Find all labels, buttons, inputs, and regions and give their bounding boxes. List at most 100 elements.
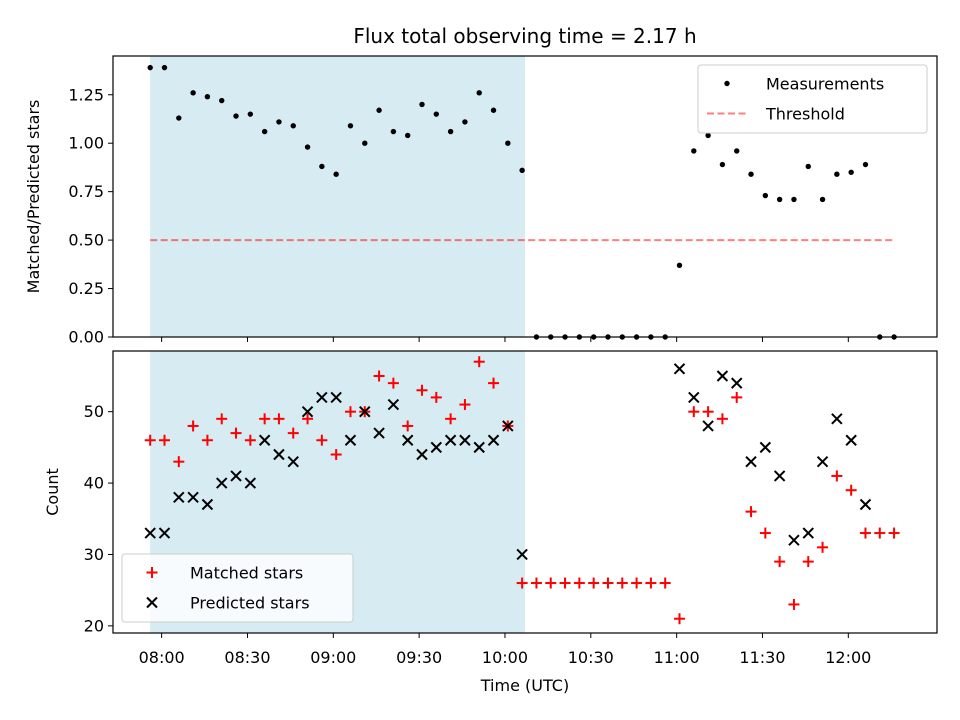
- measurement-point: [376, 107, 382, 113]
- bottom-y-axis-label: Count: [43, 468, 62, 516]
- predicted-star-point: [516, 548, 528, 561]
- matched-star-point: [802, 556, 814, 568]
- bottom-y-tick-label: 50: [84, 402, 104, 421]
- matched-star-point: [402, 420, 414, 432]
- measurement-point: [734, 148, 740, 154]
- x-marker-b: [330, 391, 342, 404]
- predicted-star-point: [502, 420, 514, 432]
- measurement-point: [404, 132, 411, 139]
- legend-predicted-label: Predicted stars: [190, 594, 310, 613]
- x-tick-label: 10:00: [482, 648, 528, 667]
- predicted-star-point: [745, 455, 757, 468]
- top-panel: 0.00 0.25 0.50 0.75 1.00 1.25 Matched/Predict…: [24, 55, 938, 347]
- x-marker-b: [316, 391, 328, 404]
- x-marker-b: [146, 596, 158, 609]
- top-y-tick-label: 0.50: [68, 231, 104, 250]
- matched-star-point: [173, 456, 185, 468]
- measurement-point: [333, 171, 339, 177]
- measurement-point: [462, 119, 468, 125]
- measurement-point: [505, 140, 511, 146]
- x-marker-b: [759, 441, 772, 454]
- bottom-legend-box: [121, 553, 354, 623]
- measurement-point: [791, 196, 797, 203]
- top-x-axis-ticks: [161, 337, 849, 342]
- predicted-star-point: [788, 534, 800, 546]
- matched-star-point: [259, 413, 271, 425]
- predicted-star-point: [473, 441, 485, 454]
- top-y-axis-label: Matched/Predicted stars: [24, 100, 43, 294]
- matched-star-point: [273, 413, 285, 425]
- predicted-star-point: [216, 477, 228, 489]
- measurement-point: [519, 167, 525, 174]
- predicted-star-point: [416, 448, 428, 461]
- x-marker-b: [831, 413, 843, 425]
- predicted-star-point: [387, 398, 400, 411]
- measurement-point: [490, 107, 497, 113]
- legend-matched-label: Matched stars: [190, 564, 303, 583]
- measurement-point: [347, 123, 354, 129]
- matched-star-point: [702, 406, 714, 418]
- measurement-point: [276, 119, 282, 125]
- matched-star-point: [817, 541, 829, 553]
- x-marker-b: [359, 405, 371, 418]
- x-marker-b: [731, 377, 743, 389]
- predicted-star-point: [373, 427, 385, 439]
- measurement-point: [705, 132, 711, 139]
- x-marker-b: [344, 434, 357, 446]
- predicted-star-point: [731, 377, 743, 389]
- matched-star-point: [488, 377, 500, 389]
- x-marker-b: [430, 441, 443, 454]
- measurement-point: [776, 196, 783, 203]
- x-marker-b: [673, 363, 686, 375]
- x-marker-b: [201, 498, 214, 511]
- predicted-star-point: [187, 491, 199, 504]
- bottom-x-axis-ticks: 08:00 08:30 09:00 09:30 10:00 10:30 11:00 11:30…: [139, 633, 871, 667]
- measurement-point: [319, 163, 325, 170]
- matched-star-point: [859, 527, 871, 539]
- predicted-star-point: [258, 434, 271, 446]
- top-shaded-region: [150, 56, 525, 337]
- predicted-star-point: [316, 391, 328, 404]
- measurement-point: [261, 128, 268, 135]
- legend-predicted-symbol: [146, 596, 158, 609]
- x-marker-b: [816, 455, 829, 468]
- matched-star-point: [430, 391, 442, 403]
- measurement-point: [176, 115, 182, 121]
- matched-star-point: [788, 598, 800, 610]
- predicted-star-point: [702, 420, 714, 432]
- matched-star-point: [316, 434, 328, 446]
- measurement-point: [762, 192, 769, 199]
- x-tick-label: 10:30: [568, 648, 614, 667]
- x-marker-b: [287, 455, 299, 468]
- x-marker-b: [845, 434, 857, 446]
- x-marker-b: [859, 498, 872, 511]
- measurement-point: [304, 144, 311, 150]
- x-tick-label: 09:30: [396, 648, 442, 667]
- measurement-point: [219, 97, 225, 104]
- matched-star-point: [445, 413, 457, 425]
- matched-star-point: [745, 506, 757, 518]
- bottom-y-tick-label: 40: [84, 474, 104, 493]
- x-marker-b: [745, 455, 757, 468]
- x-marker-b: [444, 434, 457, 446]
- legend-matched-marker: [146, 567, 158, 578]
- predicted-star-point: [673, 363, 686, 375]
- x-marker-b: [416, 448, 428, 461]
- matched-star-point: [216, 413, 228, 425]
- predicted-star-point: [344, 434, 357, 446]
- measurement-point: [447, 128, 454, 135]
- measurement-point: [419, 101, 425, 108]
- predicted-star-point: [201, 498, 214, 511]
- x-marker-b: [788, 534, 800, 546]
- bottom-y-tick-label: 20: [84, 616, 104, 635]
- x-marker-b: [401, 434, 414, 446]
- matched-star-point: [674, 613, 685, 625]
- x-marker-b: [216, 477, 228, 489]
- measurement-point: [147, 64, 153, 71]
- matched-star-point: [631, 577, 643, 589]
- predicted-star-point: [287, 455, 299, 468]
- predicted-star-point: [859, 498, 872, 511]
- matched-star-point: [330, 449, 342, 461]
- predicted-star-point: [430, 441, 443, 454]
- matched-star-point: [759, 527, 771, 539]
